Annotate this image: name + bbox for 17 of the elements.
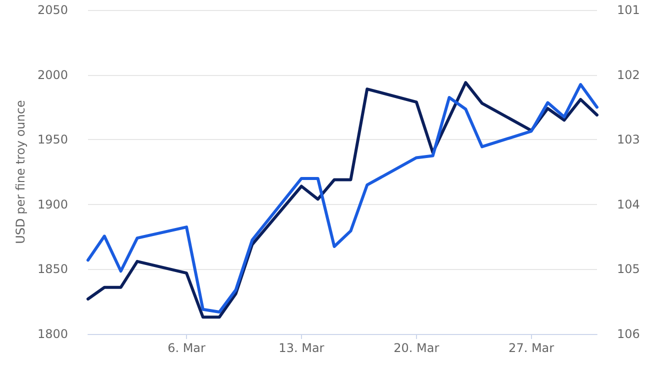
y-tick-label: 1850 [37, 262, 68, 276]
y-tick-label: 1950 [37, 132, 68, 147]
x-tick-label: 27. Mar [508, 341, 554, 355]
y2-tick-label: 105 [617, 262, 640, 276]
x-tick-label: 20. Mar [394, 341, 440, 355]
y-tick-label: 1800 [37, 327, 68, 341]
x-tick-label: 6. Mar [168, 341, 206, 355]
y2-tick-label: 106 [617, 327, 640, 341]
y-tick-label: 2000 [37, 68, 68, 82]
y2-tick-label: 101 [617, 3, 640, 17]
y-axis-title: USD per fine troy ounce [14, 100, 28, 244]
x-tick-label: 13. Mar [278, 341, 324, 355]
y-tick-label: 2050 [37, 3, 68, 17]
y-tick-label: 1900 [37, 197, 68, 212]
y2-tick-label: 104 [617, 197, 640, 212]
y2-tick-label: 102 [617, 68, 640, 82]
y2-tick-label: 103 [617, 132, 640, 147]
